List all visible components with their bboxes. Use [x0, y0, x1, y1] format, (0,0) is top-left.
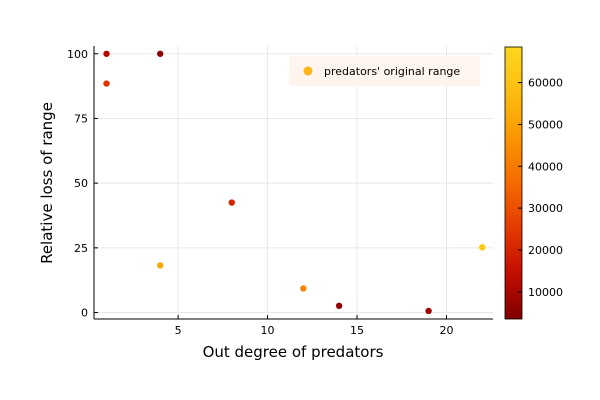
- data-point: [425, 307, 432, 315]
- legend-label: predators' original range: [324, 65, 460, 78]
- colorbar-tick-label: 50000: [528, 118, 563, 131]
- legend: predators' original range: [289, 56, 480, 86]
- x-tick-label: 20: [439, 324, 453, 337]
- y-tick-label: 75: [74, 112, 88, 125]
- colorbar-frame: [504, 46, 523, 320]
- colorbar-tick-label: 40000: [528, 160, 563, 173]
- data-point: [157, 262, 164, 269]
- colorbar-tick-label: 10000: [528, 286, 563, 299]
- data-point: [103, 80, 110, 87]
- data-point: [103, 50, 110, 57]
- x-tick-label: 5: [175, 324, 182, 337]
- data-point: [335, 302, 343, 310]
- data-point: [228, 199, 235, 206]
- y-tick-label: 50: [74, 177, 88, 190]
- colorbar-tick-label: 60000: [528, 77, 563, 90]
- y-tick-label: 0: [81, 307, 88, 320]
- x-tick-label: 10: [261, 324, 275, 337]
- colorbar-tick-label: 20000: [528, 244, 563, 257]
- data-point: [300, 285, 307, 292]
- colorbar-gradient: [505, 47, 522, 319]
- data-point: [479, 244, 486, 251]
- y-tick-label: 100: [67, 48, 88, 61]
- colorbar: 10000 20000 30000 40000 50000 60000: [504, 46, 563, 320]
- data-point: [157, 50, 164, 57]
- y-axis-label: Relative loss of range: [38, 102, 56, 264]
- y-tick-label: 25: [74, 242, 88, 255]
- tick-labels: 5 10 15 20 0 25 50 75 100: [67, 48, 453, 337]
- colorbar-tick-label: 30000: [528, 202, 563, 215]
- x-tick-label: 15: [350, 324, 364, 337]
- x-axis-label: Out degree of predators: [203, 343, 384, 361]
- data-points: [103, 50, 486, 315]
- legend-box: [289, 56, 480, 86]
- axes: [93, 46, 493, 320]
- legend-marker: [303, 66, 313, 76]
